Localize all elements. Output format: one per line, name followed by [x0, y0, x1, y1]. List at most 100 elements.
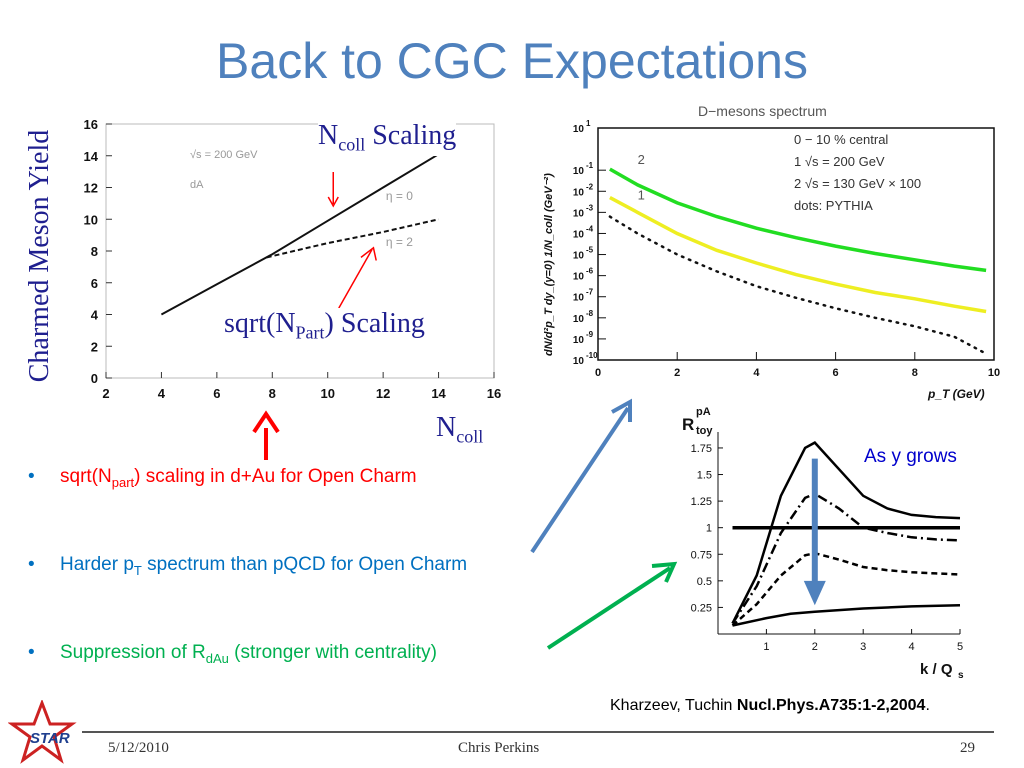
footer-author: Chris Perkins	[458, 740, 540, 756]
bullet-2-post: spectrum than pQCD for Open Charm	[141, 554, 468, 575]
chart3-ytick-label: 0.5	[697, 576, 712, 588]
chart2-title: D−mesons spectrum	[698, 103, 827, 119]
chart3-xtick-label: 1	[763, 641, 769, 653]
bullet-1-post: ) scaling in d+Au for Open Charm	[134, 466, 417, 487]
chart2-legend-entry: dots: PYTHIA	[794, 198, 873, 213]
chart1-ytick-label: 4	[91, 308, 99, 323]
chart1-xlabel-sub: coll	[456, 426, 484, 447]
blue-arrow	[530, 398, 632, 554]
ncoll-scaling-sub: coll	[338, 134, 366, 155]
slide-title: Back to CGC Expectations	[216, 33, 808, 89]
bullet-2-sub: T	[133, 562, 142, 578]
bullet-item-suppression: • Suppression of RdAu (stronger with cent…	[28, 642, 437, 666]
npart-red-arrow-shaft	[338, 249, 373, 309]
chart2-ytick-exponent: 1	[586, 119, 591, 128]
footer-page: 29	[960, 740, 975, 756]
chart1-ytick-label: 2	[91, 339, 98, 354]
chart3-xtick-label: 2	[812, 641, 818, 653]
chart2-ytick-label: 10	[573, 251, 585, 262]
chart2-ytick-exponent: -7	[586, 288, 594, 297]
chart2-ytick-exponent: -2	[586, 182, 594, 191]
chart3-ytick-label: 0.25	[691, 602, 712, 614]
chart3-ytick-label: 1.25	[691, 496, 712, 508]
as-y-grows-label: As y grows	[864, 446, 957, 467]
footer-divider	[82, 731, 994, 733]
chart1-ytick-label: 8	[91, 244, 98, 259]
chart1-xtick-label: 4	[158, 386, 166, 401]
sqrt-npart-scaling-post: ) Scaling	[324, 308, 425, 339]
chart2-ytick-exponent: -10	[586, 351, 598, 360]
chart3-xlabel-sub: s	[958, 670, 964, 681]
chart2-ytick-label: 10	[573, 208, 585, 219]
citation: Kharzeev, Tuchin Nucl.Phys.A735:1-2,2004…	[610, 697, 930, 715]
chart2-ytick-exponent: -1	[586, 161, 594, 170]
chart2-ytick-label: 10	[573, 187, 585, 198]
chart1-ytick-label: 10	[84, 212, 98, 227]
chart2-ytick-exponent: -5	[586, 246, 594, 255]
chart2-ytick-label: 10	[573, 166, 585, 177]
chart3-xlabel: k / Q	[920, 661, 953, 678]
citation-authors: Kharzeev, Tuchin	[610, 697, 737, 714]
chart2-xtick-label: 10	[988, 367, 1000, 379]
chart3-series-line	[732, 604, 961, 627]
chart3-ytick-label: 1.5	[697, 470, 712, 482]
chart2-ytick-exponent: -3	[586, 203, 594, 212]
chart2-xtick-label: 0	[595, 367, 601, 379]
bullet-2-pre: Harder p	[60, 554, 134, 575]
chart1-xtick-label: 8	[269, 386, 276, 401]
as-y-grows-arrow-head	[803, 580, 826, 606]
citation-journal: Nucl.Phys.A735:1-2,2004	[736, 697, 926, 714]
ncoll-red-arrow	[327, 172, 339, 208]
ncoll-scaling-post: Scaling	[365, 120, 457, 151]
chart2-ylabel: dN/d²p_T dy_(y=0) 1/N_coll (GeV⁻²)	[543, 173, 555, 356]
chart3-ytick-label: 1	[706, 523, 712, 535]
chart2-ytick-label: 10	[573, 229, 585, 240]
chart2-ytick-exponent: -8	[586, 309, 594, 318]
chart3-ytick-label: 0.75	[691, 549, 712, 561]
sqrt-npart-scaling-label: sqrt(NPart) Scaling	[224, 308, 425, 344]
sqrt-npart-scaling-pre: sqrt(N	[224, 308, 296, 339]
chart2-ytick-label: 10	[573, 356, 585, 367]
chart1-ytick-label: 0	[91, 371, 98, 386]
ncoll-red-arrow-head	[327, 196, 339, 208]
as-y-grows-arrow	[803, 458, 826, 606]
chart1-xlabel-main: N	[436, 412, 457, 443]
bullet-item-harder-pt: • Harder pT spectrum than pQCD for Open C…	[28, 554, 467, 578]
chart3-ytick-label: 1.75	[691, 443, 712, 455]
bullet-dot-icon: •	[28, 554, 35, 575]
chart2-series-label-2: 2	[638, 152, 645, 167]
chart1-series-label-eta0: η = 0	[386, 189, 413, 203]
ncoll-scaling-label: Ncoll Scaling	[318, 120, 457, 156]
green-arrow	[546, 561, 678, 650]
chart1-series-line	[266, 218, 439, 259]
citation-end: .	[925, 697, 930, 714]
chart2-xtick-label: 2	[674, 367, 680, 379]
chart2-ytick-exponent: -9	[586, 330, 594, 339]
chart2-ytick-label: 10	[573, 335, 585, 346]
chart2-series-label-1: 1	[638, 188, 645, 203]
chart2-xtick-label: 8	[912, 367, 918, 379]
chart1-xtick-label: 12	[376, 386, 390, 401]
chart3-series-line	[731, 492, 961, 625]
npart-red-arrow-head	[360, 246, 377, 261]
footer-date: 5/12/2010	[108, 740, 169, 756]
chart1-xtick-label: 16	[487, 386, 501, 401]
chart2-ytick-label: 10	[573, 272, 585, 283]
chart2-legend-entry: 0 − 10 % central	[794, 132, 888, 147]
chart2-frame	[597, 127, 995, 361]
chart1-ytick-label: 14	[84, 149, 99, 164]
chart1-ytick-label: 16	[84, 117, 98, 132]
chart1-xtick-label: 14	[431, 386, 446, 401]
chart1-series-label-eta2: η = 2	[386, 235, 413, 249]
bullet-3-post: (stronger with centrality)	[228, 642, 437, 663]
chart1-xtick-label: 2	[102, 386, 109, 401]
chart2-ytick-exponent: -4	[586, 224, 594, 233]
star-logo-icon	[8, 700, 77, 764]
chart2-xtick-label: 6	[833, 367, 839, 379]
bullet-dot-icon: •	[28, 642, 35, 663]
bullet-1-sub: part	[111, 474, 135, 490]
chart2-series-line	[608, 215, 988, 355]
chart1-inset-system: dA	[190, 179, 204, 191]
